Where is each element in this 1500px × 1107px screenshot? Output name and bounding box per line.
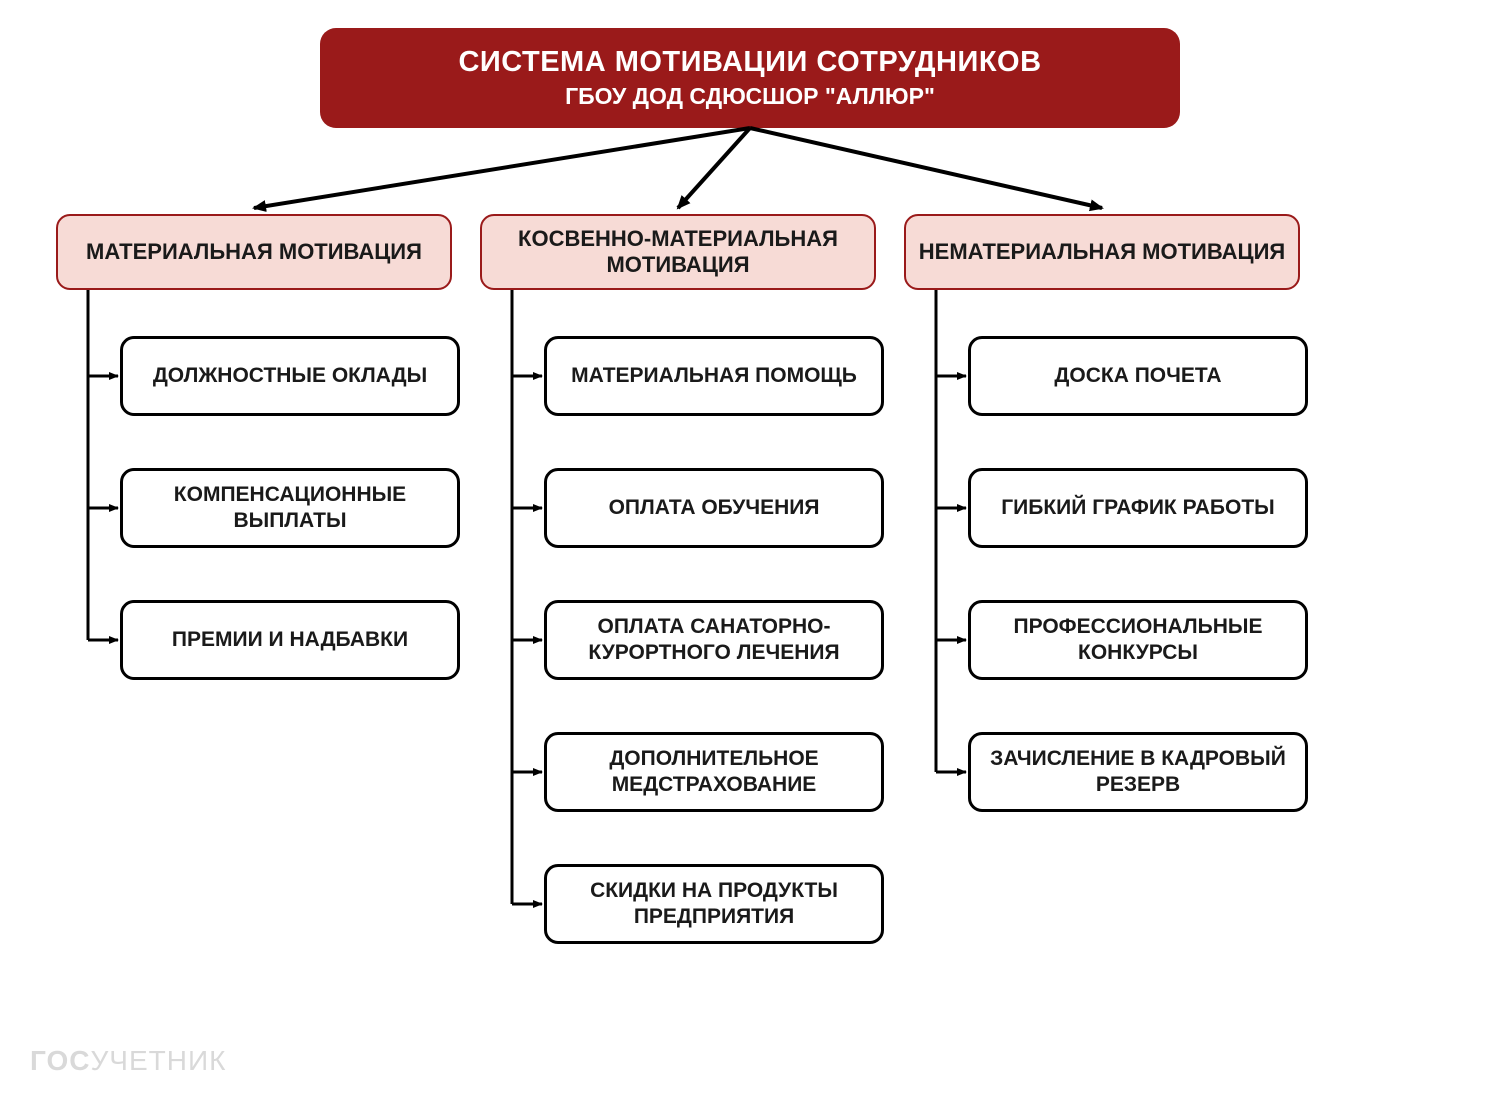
watermark-bold: ГОС [30,1045,91,1076]
item-box: ОПЛАТА ОБУЧЕНИЯ [544,468,884,548]
item-box: ДОПОЛНИТЕЛЬНОЕ МЕДСТРАХОВАНИЕ [544,732,884,812]
item-box: ДОЛЖНОСТНЫЕ ОКЛАДЫ [120,336,460,416]
root-title: СИСТЕМА МОТИВАЦИИ СОТРУДНИКОВ [458,46,1041,79]
item-box: МАТЕРИАЛЬНАЯ ПОМОЩЬ [544,336,884,416]
watermark: ГОСУЧЕТНИК [30,1045,226,1077]
watermark-thin: УЧЕТНИК [91,1045,227,1076]
root-node: СИСТЕМА МОТИВАЦИИ СОТРУДНИКОВ ГБОУ ДОД С… [320,28,1180,128]
item-box: СКИДКИ НА ПРОДУКТЫ ПРЕДПРИЯТИЯ [544,864,884,944]
item-box: КОМПЕНСАЦИОННЫЕ ВЫПЛАТЫ [120,468,460,548]
item-box: ПРОФЕССИОНАЛЬНЫЕ КОНКУРСЫ [968,600,1308,680]
item-box: ЗАЧИСЛЕНИЕ В КАДРОВЫЙ РЕЗЕРВ [968,732,1308,812]
root-subtitle: ГБОУ ДОД СДЮСШОР "АЛЛЮР" [565,83,935,110]
item-box: ОПЛАТА САНАТОРНО-КУРОРТНОГО ЛЕЧЕНИЯ [544,600,884,680]
item-box: ДОСКА ПОЧЕТА [968,336,1308,416]
item-box: ПРЕМИИ И НАДБАВКИ [120,600,460,680]
category-cat-material: МАТЕРИАЛЬНАЯ МОТИВАЦИЯ [56,214,452,290]
category-cat-indirect: КОСВЕННО-МАТЕРИАЛЬНАЯ МОТИВАЦИЯ [480,214,876,290]
item-box: ГИБКИЙ ГРАФИК РАБОТЫ [968,468,1308,548]
category-cat-nonmaterial: НЕМАТЕРИАЛЬНАЯ МОТИВАЦИЯ [904,214,1300,290]
